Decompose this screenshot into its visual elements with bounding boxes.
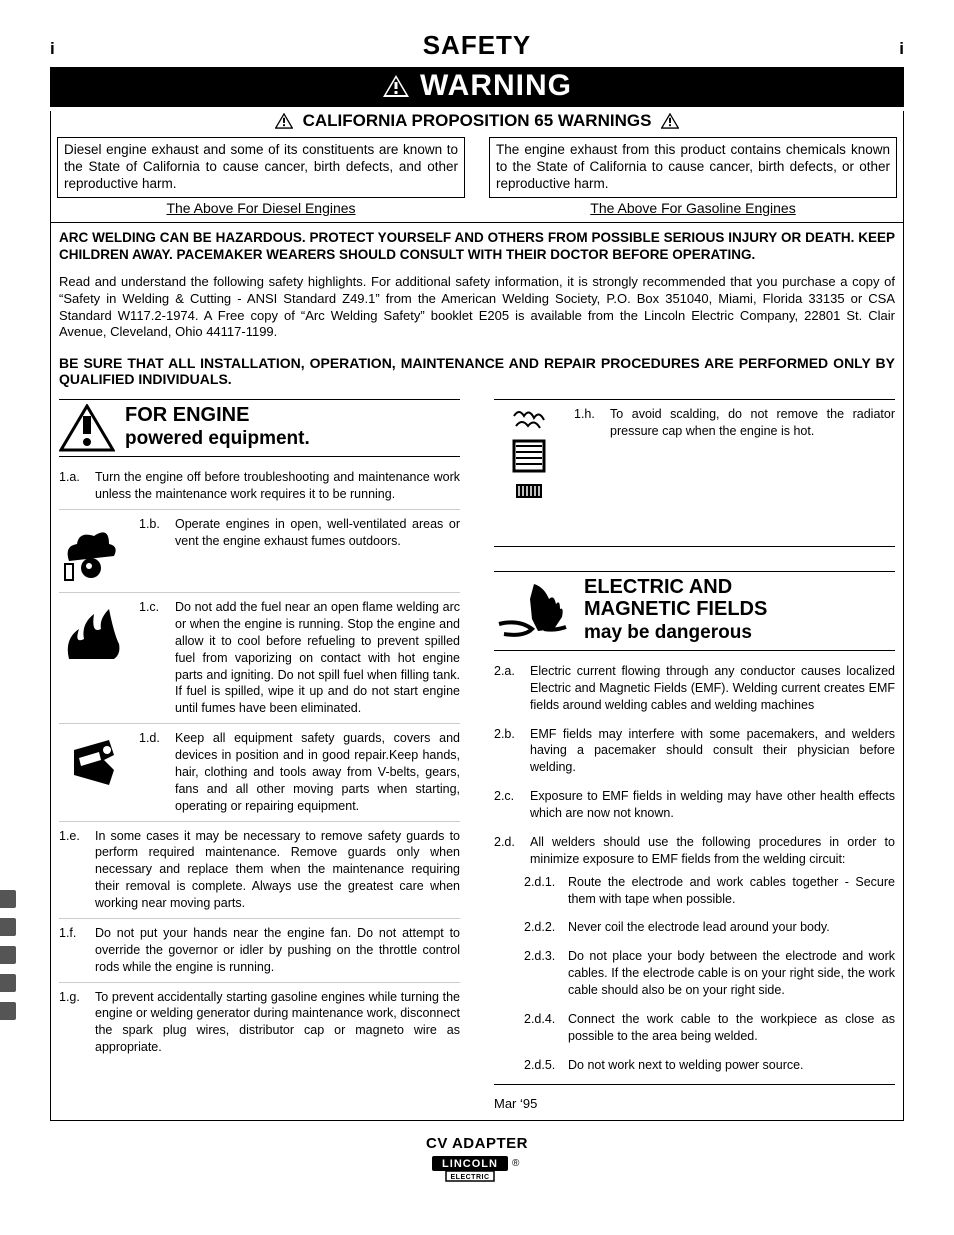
svg-text:LINCOLN: LINCOLN [442, 1158, 498, 1170]
section-engine-head: FOR ENGINE powered equipment. [59, 399, 460, 457]
prop65-section: CALIFORNIA PROPOSITION 65 WARNINGS Diese… [50, 111, 904, 223]
item-2d2: 2.d.2. Never coil the electrode lead aro… [494, 913, 895, 942]
prop65-diesel-box: Diesel engine exhaust and some of its co… [57, 137, 465, 198]
item-1e: 1.e. In some cases it may be necessary t… [59, 822, 460, 919]
section-emf-head: ELECTRIC AND MAGNETIC FIELDS may be dang… [494, 571, 895, 651]
warning-bar: WARNING [50, 67, 904, 107]
prop65-heading: CALIFORNIA PROPOSITION 65 WARNINGS [51, 111, 903, 131]
section-emf-title-3: may be dangerous [584, 620, 767, 646]
caution-triangle-icon [275, 113, 293, 129]
radiator-hot-icon [494, 406, 564, 506]
left-column: FOR ENGINE powered equipment. 1.a. Turn … [59, 399, 460, 1112]
item-1g: 1.g. To prevent accidentally starting ga… [59, 983, 460, 1063]
page-header: i SAFETY i [50, 30, 904, 61]
page-number-left: i [50, 39, 55, 59]
item-2d1: 2.d.1. Route the electrode and work cabl… [494, 868, 895, 914]
svg-text:ELECTRIC: ELECTRIC [451, 1174, 490, 1181]
section-emf-title-1: ELECTRIC AND [584, 576, 767, 598]
lincoln-logo: LINCOLN ® ELECTRIC [50, 1156, 904, 1187]
item-1h: 1.h. To avoid scalding, do not remove th… [494, 399, 895, 547]
item-2d: 2.d. All welders should use the followin… [494, 828, 895, 868]
item-1f: 1.f. Do not put your hands near the engi… [59, 919, 460, 983]
exhaust-fumes-icon [59, 516, 129, 586]
emf-hand-icon [494, 579, 574, 643]
item-2c: 2.c. Exposure to EMF fields in welding m… [494, 782, 895, 828]
left-edge-tabs [0, 890, 16, 1030]
warning-triangle-icon [382, 74, 410, 98]
item-2b: 2.b. EMF fields may interfere with some … [494, 720, 895, 783]
right-column: 1.h. To avoid scalding, do not remove th… [494, 399, 895, 1112]
footer: CV ADAPTER LINCOLN ® ELECTRIC [50, 1135, 904, 1187]
page-title: SAFETY [423, 30, 532, 61]
section-emf-title-2: MAGNETIC FIELDS [584, 598, 767, 620]
item-1d: 1.d. Keep all equipment safety guards, c… [59, 724, 460, 821]
date-mark: Mar ‘95 [494, 1095, 895, 1113]
svg-text:®: ® [512, 1158, 520, 1169]
section-engine-title-1: FOR ENGINE [125, 404, 310, 426]
item-2d4: 2.d.4. Connect the work cable to the wor… [494, 1005, 895, 1051]
hazard-bold: ARC WELDING CAN BE HAZARDOUS. PROTECT YO… [59, 229, 895, 264]
flame-icon [59, 599, 129, 669]
item-1c: 1.c. Do not add the fuel near an open fl… [59, 593, 460, 724]
besure-text: BE SURE THAT ALL INSTALLATION, OPERATION… [59, 355, 895, 387]
caution-triangle-large-icon [59, 404, 115, 452]
section-engine-title-2: powered equipment. [125, 426, 310, 452]
item-2a: 2.a. Electric current flowing through an… [494, 657, 895, 720]
item-1b: 1.b. Operate engines in open, well-venti… [59, 510, 460, 593]
page-number-right: i [899, 39, 904, 59]
item-1a: 1.a. Turn the engine off before troubles… [59, 463, 460, 510]
item-2d3: 2.d.3. Do not place your body between th… [494, 942, 895, 1005]
prop65-diesel-caption: The Above For Diesel Engines [57, 200, 465, 216]
prop65-gasoline-box: The engine exhaust from this product con… [489, 137, 897, 198]
warning-bar-text: WARNING [420, 69, 572, 103]
main-outline: ARC WELDING CAN BE HAZARDOUS. PROTECT YO… [50, 223, 904, 1121]
footer-title: CV ADAPTER [50, 1135, 904, 1152]
moving-parts-icon [59, 730, 129, 800]
caution-triangle-icon [661, 113, 679, 129]
item-2d5: 2.d.5. Do not work next to welding power… [494, 1051, 895, 1085]
hazard-intro: Read and understand the following safety… [59, 274, 895, 342]
prop65-gasoline-caption: The Above For Gasoline Engines [489, 200, 897, 216]
